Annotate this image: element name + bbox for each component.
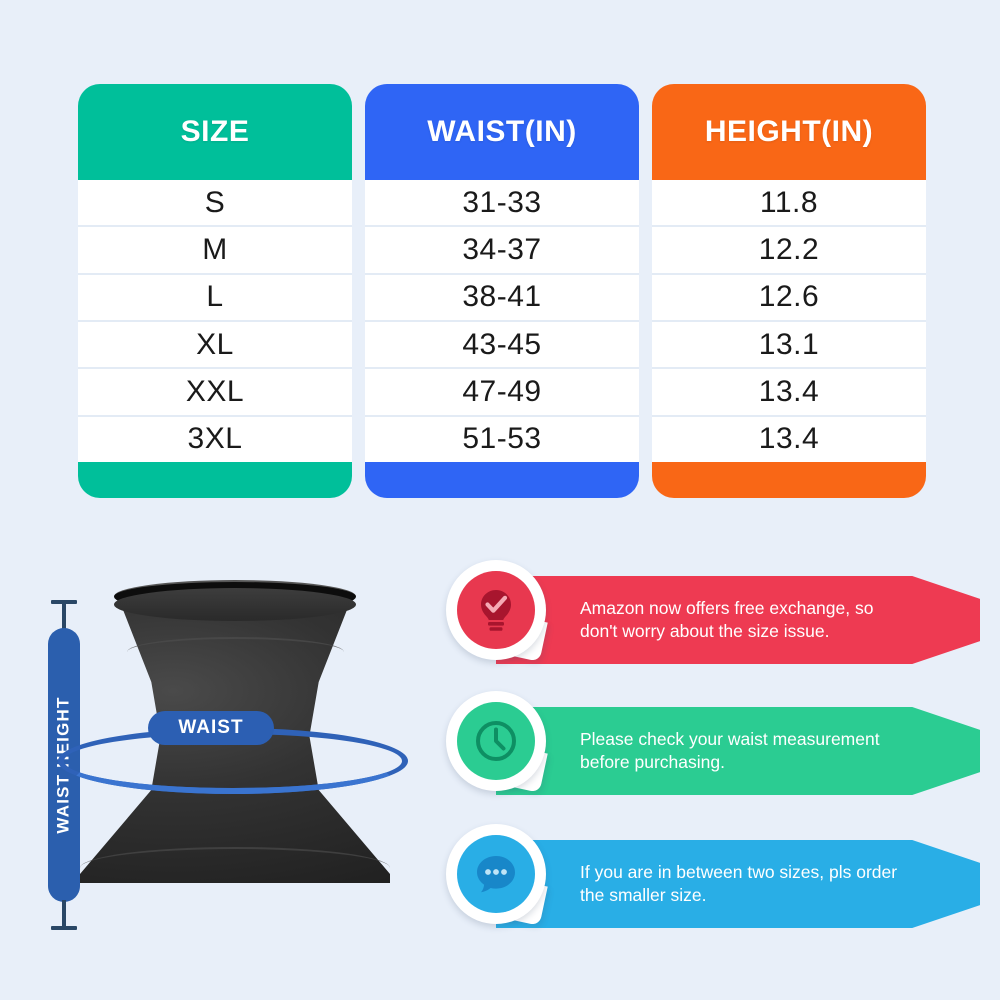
column-footer-height — [652, 462, 926, 498]
table-cell-height-m: 12.2 — [652, 227, 926, 275]
table-cell-size-l: L — [78, 275, 352, 322]
table-cell-waist-3xl: 51-53 — [462, 422, 542, 456]
callout-list: Amazon now offers free exchange, so don'… — [440, 558, 980, 968]
callout-measure: Please check your waist measurement befo… — [440, 689, 980, 811]
table-cell-waist-s: 31-33 — [365, 180, 639, 228]
table-cell-waist-xxl: 47-49 — [365, 369, 639, 417]
table-cell-height-xl: 13.1 — [652, 322, 926, 370]
waist-trainer-top-lip — [114, 587, 356, 621]
callout-text-sizing: If you are in between two sizes, pls ord… — [580, 861, 898, 905]
table-cell-waist-xl: 43-45 — [365, 322, 639, 370]
callout-banner-exchange: Amazon now offers free exchange, so don'… — [496, 576, 980, 664]
size-chart-column-waist: WAIST(IN) 31-33 34-37 38-41 43-45 47-49 … — [365, 84, 639, 498]
callout-badge-exchange — [446, 560, 554, 676]
callout-text-exchange: Amazon now offers free exchange, so don'… — [580, 597, 874, 641]
table-cell-size-3xl: 3XL — [187, 422, 243, 456]
callout-badge-measure — [446, 691, 554, 807]
column-header-waist: WAIST(IN) — [365, 84, 639, 180]
product-diagram: WAIST HEIGHT — [18, 560, 428, 980]
column-body-waist: 31-33 34-37 38-41 43-45 47-49 51-53 — [365, 180, 639, 462]
callout-badge-sizing — [446, 824, 554, 940]
table-cell-waist-l: 38-41 — [365, 275, 639, 322]
callout-sizing: If you are in between two sizes, pls ord… — [440, 822, 980, 944]
callout-exchange: Amazon now offers free exchange, so don'… — [440, 558, 980, 680]
column-footer-size — [78, 462, 352, 498]
waist-trainer-illustration — [80, 580, 390, 889]
table-cell-size-xxl: XXL — [78, 369, 352, 417]
column-body-size: S M L XL XXL 3XL — [78, 180, 352, 462]
measure-cap-bottom-icon — [51, 926, 77, 930]
table-cell-height-l: 12.6 — [652, 275, 926, 322]
waist-label: WAIST — [148, 711, 274, 745]
table-cell-waist-m: 34-37 — [365, 227, 639, 275]
callout-text-measure: Please check your waist measurement befo… — [580, 728, 880, 772]
size-chart-column-height: HEIGHT(IN) 11.8 12.2 12.6 13.1 13.4 13.4 — [652, 84, 926, 498]
table-cell-height-3xl: 13.4 — [758, 422, 820, 456]
column-footer-waist — [365, 462, 639, 498]
waist-trainer-hem — [80, 847, 390, 889]
chat-bubble-icon — [457, 835, 535, 913]
waist-measure-ring-front — [58, 728, 408, 794]
table-cell-size-s: S — [78, 180, 352, 228]
callout-banner-measure: Please check your waist measurement befo… — [496, 707, 980, 795]
table-cell-size-xl: XL — [78, 322, 352, 370]
lightbulb-check-icon — [457, 571, 535, 649]
waist-trainer-seam — [126, 637, 344, 667]
table-cell-size-m: M — [78, 227, 352, 275]
table-cell-height-xxl: 13.4 — [652, 369, 926, 417]
column-header-size: SIZE — [78, 84, 352, 180]
column-body-height: 11.8 12.2 12.6 13.1 13.4 13.4 — [652, 180, 926, 462]
size-chart-column-size: SIZE S M L XL XXL 3XL — [78, 84, 352, 498]
table-cell-height-s: 11.8 — [652, 180, 926, 228]
measure-stem-bottom-icon — [62, 900, 66, 930]
waist-label-text: WAIST — [178, 717, 244, 738]
size-chart-table: SIZE S M L XL XXL 3XL WAIST(IN) 31-33 34… — [78, 84, 926, 498]
column-header-height: HEIGHT(IN) — [652, 84, 926, 180]
callout-banner-sizing: If you are in between two sizes, pls ord… — [496, 840, 980, 928]
clock-icon — [457, 702, 535, 780]
measure-stem-top-icon — [62, 600, 66, 630]
